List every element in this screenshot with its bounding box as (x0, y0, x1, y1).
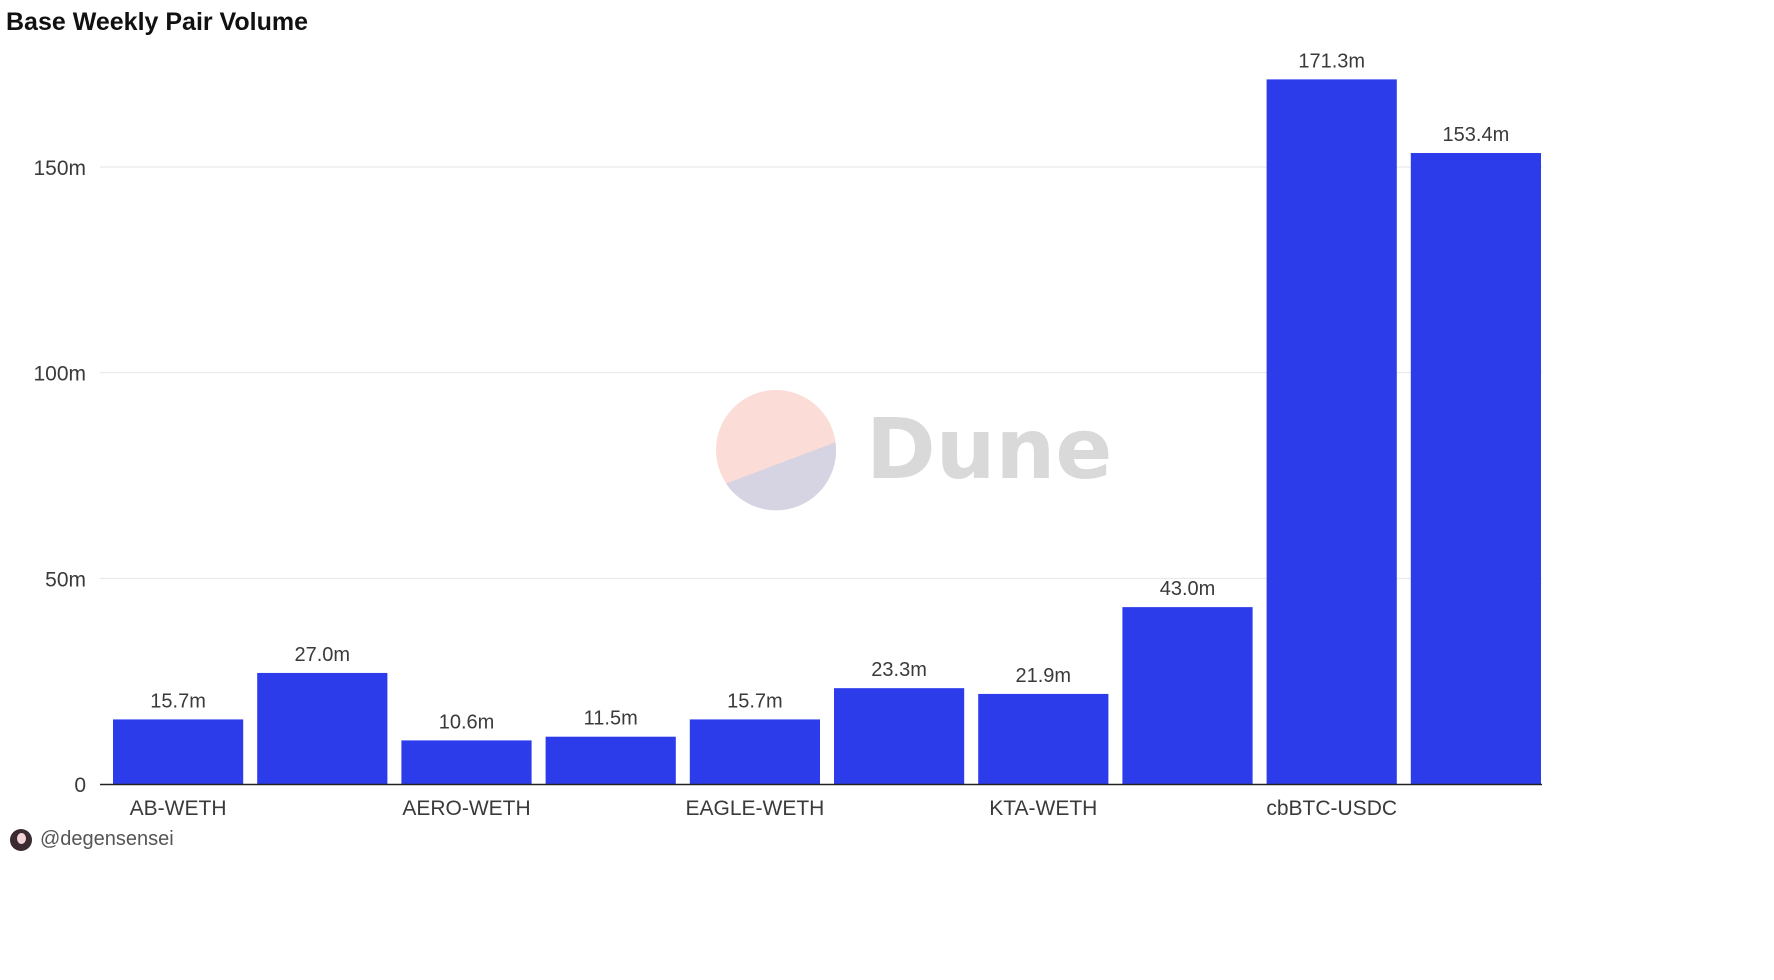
author-handle[interactable]: @degensensei (40, 828, 174, 850)
bars (113, 79, 1541, 785)
bar-value-label: 23.3m (871, 659, 927, 681)
x-axis-ticks: AB-WETH AERO-WETH EAGLE-WETH KTA-WETH cbBTC-… (130, 797, 1397, 820)
bar-value-label: 153.4m (1443, 124, 1510, 146)
bar-value-label: 11.5m (584, 708, 638, 730)
user-avatar-icon (10, 828, 32, 851)
bar-value-label: 171.3m (1298, 50, 1365, 72)
bar-value-label: 15.7m (727, 690, 783, 712)
y-axis-ticks: 0 50m 100m 150m (33, 157, 86, 797)
bar[interactable] (545, 736, 676, 784)
x-tick-label: AB-WETH (130, 797, 227, 820)
bar[interactable] (113, 719, 244, 784)
bar-value-label: 43.0m (1160, 578, 1216, 600)
y-tick-label: 150m (33, 157, 86, 180)
dune-watermark: Dune (716, 390, 1112, 511)
y-tick-label: 100m (33, 363, 86, 386)
bar[interactable] (978, 693, 1109, 784)
x-tick-label: EAGLE-WETH (685, 797, 824, 820)
y-tick-label: 50m (45, 568, 86, 591)
footer: @degensensei (10, 828, 174, 851)
y-tick-label: 0 (74, 774, 86, 797)
bar[interactable] (1410, 153, 1541, 785)
x-tick-label: cbBTC-USDC (1266, 797, 1397, 820)
bar-value-label: 27.0m (295, 644, 351, 666)
bar[interactable] (401, 740, 532, 784)
bar-value-label: 15.7m (150, 690, 206, 712)
chart-title: Base Weekly Pair Volume (6, 8, 309, 36)
bar-value-label: 21.9m (1016, 665, 1072, 687)
bar[interactable] (689, 719, 820, 784)
bar[interactable] (834, 688, 965, 784)
dune-logo-segment (726, 442, 836, 511)
bar[interactable] (1266, 79, 1397, 785)
bar-value-label: 10.6m (439, 711, 495, 733)
watermark-text: Dune (866, 400, 1112, 498)
bar[interactable] (257, 672, 388, 784)
bar[interactable] (1122, 607, 1253, 784)
x-tick-label: KTA-WETH (989, 797, 1097, 820)
x-tick-label: AERO-WETH (402, 797, 530, 820)
data-labels: 15.7m 27.0m 10.6m 11.5m 15.7m 23.3m 21.9m 43.0m… (150, 50, 1509, 733)
